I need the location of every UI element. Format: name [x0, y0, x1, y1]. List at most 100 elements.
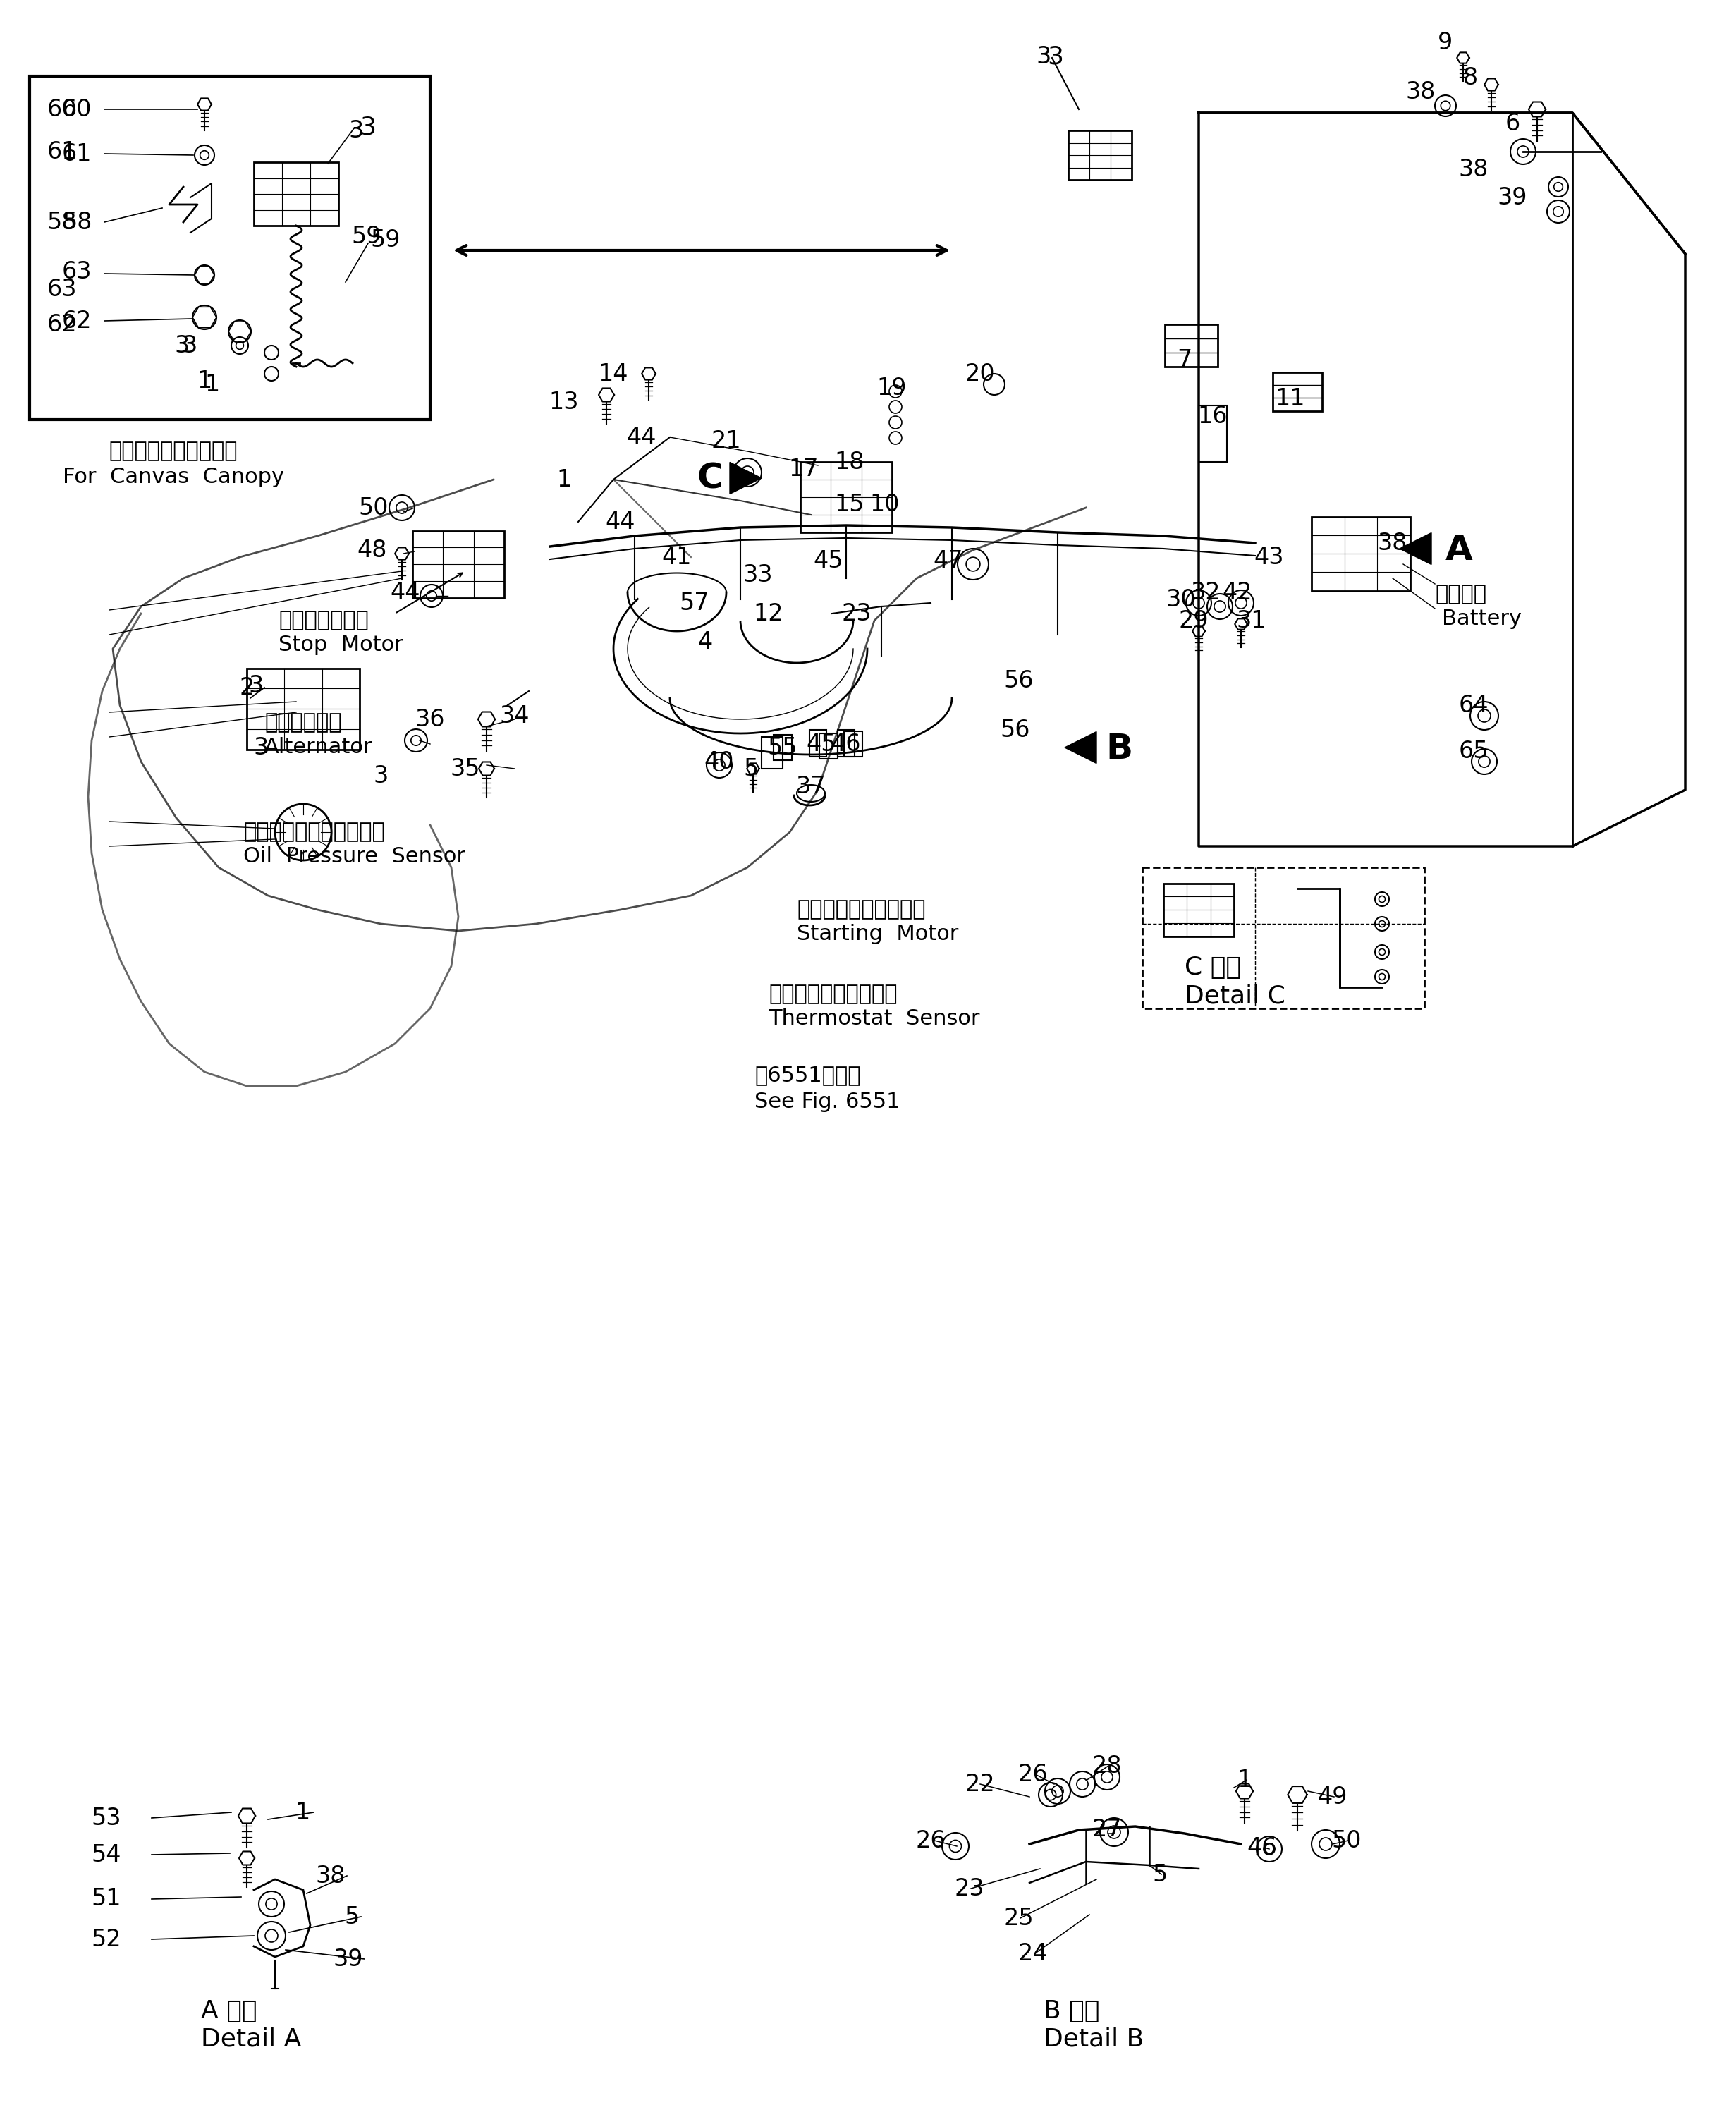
- Text: 5: 5: [743, 758, 759, 781]
- Text: 61: 61: [47, 139, 76, 164]
- Text: 58: 58: [47, 210, 76, 234]
- Text: 27: 27: [1092, 1819, 1121, 1842]
- Bar: [1272, 373, 1323, 410]
- Text: 32: 32: [1191, 581, 1220, 604]
- Text: 13: 13: [549, 389, 580, 413]
- Bar: [800, 461, 892, 533]
- Bar: [838, 730, 854, 756]
- Text: 34: 34: [500, 705, 529, 728]
- Bar: [844, 730, 863, 756]
- Text: 46: 46: [1246, 1836, 1278, 1859]
- Text: 25: 25: [1003, 1907, 1035, 1930]
- Text: 59: 59: [370, 227, 401, 250]
- Text: 20: 20: [965, 362, 995, 385]
- Text: 9: 9: [1437, 32, 1453, 55]
- Text: 11: 11: [1276, 387, 1305, 410]
- Text: 50: 50: [1332, 1829, 1361, 1852]
- Bar: [774, 735, 792, 760]
- Text: 18: 18: [835, 450, 865, 474]
- Bar: [1163, 884, 1234, 937]
- Text: 3: 3: [349, 118, 363, 143]
- Text: 56: 56: [1003, 669, 1035, 693]
- Text: 3: 3: [1047, 44, 1064, 67]
- Bar: [819, 733, 838, 758]
- Text: A 詳細: A 詳細: [201, 2000, 257, 2023]
- Bar: [762, 737, 783, 768]
- Text: 26: 26: [915, 1829, 946, 1852]
- Text: 1: 1: [1238, 1768, 1252, 1791]
- Text: 31: 31: [1236, 608, 1267, 632]
- Text: 43: 43: [1253, 545, 1285, 568]
- Text: 59: 59: [352, 225, 382, 248]
- Text: See Fig. 6551: See Fig. 6551: [755, 1092, 899, 1111]
- Text: 3: 3: [359, 116, 375, 139]
- Text: 45: 45: [807, 733, 837, 756]
- Text: 15: 15: [835, 493, 865, 516]
- Text: 52: 52: [92, 1928, 122, 1951]
- Text: 7: 7: [1177, 347, 1193, 370]
- Text: 5: 5: [1153, 1863, 1167, 1886]
- Text: 56: 56: [1000, 718, 1031, 741]
- Text: 1: 1: [557, 467, 571, 490]
- Bar: [1198, 406, 1227, 461]
- Text: 58: 58: [62, 210, 92, 234]
- Text: 48: 48: [358, 539, 387, 562]
- Text: Alternator: Alternator: [264, 737, 373, 758]
- Text: 38: 38: [316, 1865, 345, 1888]
- Text: 6: 6: [1505, 112, 1521, 135]
- Text: 8: 8: [1463, 65, 1477, 88]
- Text: 38: 38: [1406, 80, 1436, 103]
- Text: 62: 62: [62, 309, 92, 333]
- Text: 5: 5: [345, 1905, 359, 1928]
- Text: 16: 16: [1198, 404, 1227, 427]
- Text: 10: 10: [870, 493, 899, 516]
- Text: C 詳細: C 詳細: [1184, 956, 1241, 979]
- Text: Detail B: Detail B: [1043, 2027, 1144, 2052]
- Text: 62: 62: [47, 314, 76, 337]
- Text: 42: 42: [1222, 581, 1252, 604]
- Text: オイルプレッシャセンサ: オイルプレッシャセンサ: [243, 821, 385, 842]
- Text: スターティングモータ: スターティングモータ: [797, 899, 925, 920]
- Text: 64: 64: [1458, 693, 1489, 718]
- Text: 22: 22: [965, 1772, 995, 1796]
- Text: 33: 33: [743, 564, 773, 587]
- Bar: [1165, 324, 1219, 366]
- Bar: [253, 162, 339, 225]
- Text: 21: 21: [712, 429, 741, 453]
- Polygon shape: [1064, 733, 1097, 764]
- Text: 3: 3: [182, 335, 196, 358]
- Bar: [1068, 131, 1132, 179]
- Text: 3: 3: [1036, 44, 1050, 67]
- Text: 23: 23: [842, 602, 871, 625]
- Text: 第6551図参照: 第6551図参照: [755, 1065, 861, 1086]
- Text: キャンバスキャノピ用: キャンバスキャノピ用: [109, 440, 238, 461]
- Text: 36: 36: [415, 707, 444, 730]
- Text: 2: 2: [240, 676, 255, 699]
- Text: オルタネータ: オルタネータ: [264, 711, 342, 733]
- Text: 1: 1: [295, 1800, 311, 1823]
- Text: ストップモータ: ストップモータ: [278, 610, 368, 629]
- Text: 19: 19: [877, 377, 906, 400]
- Text: 41: 41: [661, 545, 693, 568]
- Text: 1: 1: [205, 373, 219, 396]
- Text: バッテリ: バッテリ: [1436, 583, 1486, 604]
- Text: 40: 40: [705, 749, 734, 773]
- Text: 60: 60: [62, 97, 92, 120]
- Bar: [1142, 867, 1424, 1008]
- Text: 1: 1: [196, 368, 212, 392]
- Text: 26: 26: [1017, 1762, 1049, 1785]
- Text: A: A: [1446, 533, 1472, 566]
- Text: B: B: [1106, 733, 1132, 766]
- Text: 47: 47: [934, 549, 963, 573]
- Text: 3: 3: [248, 674, 264, 697]
- Text: 3: 3: [373, 764, 389, 787]
- Bar: [30, 76, 431, 419]
- Text: 46: 46: [832, 733, 861, 756]
- Text: Oil  Pressure  Sensor: Oil Pressure Sensor: [243, 846, 465, 867]
- Text: 23: 23: [955, 1878, 984, 1901]
- Text: 49: 49: [1318, 1785, 1347, 1808]
- Text: サーモスタットセンサ: サーモスタットセンサ: [769, 983, 898, 1004]
- Text: 60: 60: [47, 97, 76, 120]
- Text: Detail A: Detail A: [201, 2027, 302, 2052]
- Text: 45: 45: [814, 549, 844, 573]
